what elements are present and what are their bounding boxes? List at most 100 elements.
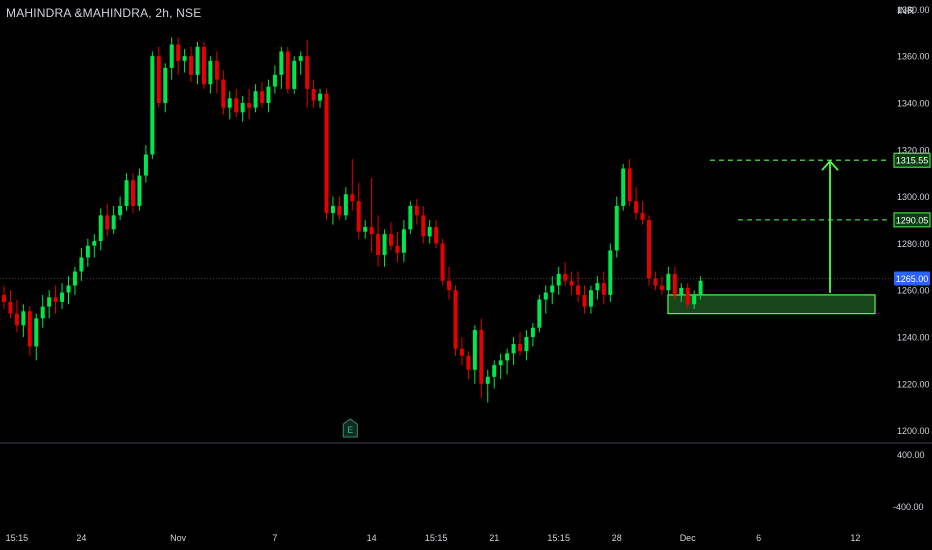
candle-body[interactable] — [389, 234, 393, 246]
candle-body[interactable] — [414, 205, 419, 216]
candle-body[interactable] — [176, 44, 181, 61]
candle-body[interactable] — [143, 154, 148, 176]
candle-body[interactable] — [672, 273, 677, 295]
candle-body[interactable] — [330, 205, 335, 213]
candle-body[interactable] — [27, 311, 32, 347]
candle-body[interactable] — [195, 46, 200, 75]
candle-body[interactable] — [53, 297, 58, 302]
candle-body[interactable] — [285, 51, 290, 89]
candle-body[interactable] — [305, 56, 310, 89]
candle-body[interactable] — [569, 280, 574, 286]
candle-body[interactable] — [137, 175, 142, 206]
candle-body[interactable] — [350, 194, 355, 202]
candle-body[interactable] — [466, 355, 471, 370]
candle-body[interactable] — [621, 168, 626, 206]
candle-body[interactable] — [447, 280, 452, 291]
candle-body[interactable] — [247, 102, 252, 108]
candle-body[interactable] — [395, 245, 400, 253]
candle-body[interactable] — [666, 273, 671, 291]
candle-body[interactable] — [530, 327, 535, 338]
candle-body[interactable] — [369, 227, 374, 235]
candle-body[interactable] — [34, 318, 39, 347]
candle-body[interactable] — [640, 212, 645, 220]
symbol-title[interactable]: MAHINDRA &MAHINDRA, 2h, NSE — [6, 6, 202, 20]
candle-body[interactable] — [240, 102, 245, 113]
candle-body[interactable] — [208, 60, 213, 85]
candle-body[interactable] — [537, 299, 542, 328]
candle-body[interactable] — [401, 229, 406, 253]
candle-body[interactable] — [214, 60, 219, 80]
candle-body[interactable] — [253, 91, 258, 108]
candle-body[interactable] — [169, 44, 174, 68]
candle-body[interactable] — [492, 365, 497, 377]
candle-body[interactable] — [647, 220, 651, 279]
candle-body[interactable] — [324, 93, 329, 213]
candle-body[interactable] — [511, 344, 516, 354]
candle-body[interactable] — [279, 51, 284, 75]
candle-body[interactable] — [472, 330, 477, 370]
candle-body[interactable] — [111, 215, 116, 230]
candle-body[interactable] — [634, 201, 639, 213]
candle-body[interactable] — [124, 180, 129, 206]
candle-body[interactable] — [595, 283, 600, 291]
candle-body[interactable] — [692, 294, 697, 305]
candle-body[interactable] — [343, 194, 348, 216]
candle-body[interactable] — [601, 283, 606, 295]
candle-body[interactable] — [659, 285, 664, 291]
candle-body[interactable] — [543, 292, 548, 300]
candle-body[interactable] — [498, 360, 503, 366]
candle-body[interactable] — [189, 56, 194, 75]
candle-body[interactable] — [582, 294, 587, 307]
candle-body[interactable] — [221, 79, 226, 108]
candle-body[interactable] — [150, 56, 155, 155]
candle-body[interactable] — [459, 348, 464, 356]
candle-body[interactable] — [92, 241, 97, 246]
candle-body[interactable] — [47, 297, 52, 307]
candle-body[interactable] — [382, 234, 387, 256]
candle-body[interactable] — [14, 313, 19, 326]
candle-body[interactable] — [79, 257, 84, 272]
candle-body[interactable] — [156, 56, 161, 103]
candle-body[interactable] — [227, 98, 232, 108]
candle-body[interactable] — [8, 301, 13, 314]
candle-body[interactable] — [266, 86, 271, 103]
candle-body[interactable] — [72, 271, 77, 286]
candle-body[interactable] — [105, 215, 110, 230]
candle-body[interactable] — [440, 243, 445, 281]
candle-body[interactable] — [408, 205, 413, 230]
candle-body[interactable] — [588, 290, 593, 307]
candle-body[interactable] — [608, 250, 613, 295]
candle-body[interactable] — [98, 215, 103, 242]
candle-body[interactable] — [653, 278, 658, 286]
candle-body[interactable] — [434, 227, 439, 244]
candle-body[interactable] — [2, 294, 6, 302]
candle-body[interactable] — [614, 205, 619, 251]
candle-body[interactable] — [163, 67, 168, 103]
candle-body[interactable] — [550, 285, 555, 293]
candle-body[interactable] — [298, 56, 303, 61]
candle-body[interactable] — [60, 292, 65, 302]
candle-body[interactable] — [685, 287, 690, 305]
candle-body[interactable] — [311, 88, 316, 101]
candle-body[interactable] — [698, 280, 703, 295]
candle-body[interactable] — [85, 245, 90, 258]
candle-body[interactable] — [563, 273, 568, 281]
candle-body[interactable] — [118, 205, 123, 216]
candle-body[interactable] — [376, 234, 381, 256]
candle-body[interactable] — [453, 290, 458, 349]
candle-body[interactable] — [421, 215, 426, 237]
earnings-marker[interactable] — [342, 418, 358, 438]
support-zone[interactable] — [667, 294, 876, 315]
candle-body[interactable] — [356, 201, 361, 232]
candle-body[interactable] — [427, 227, 432, 237]
candle-body[interactable] — [292, 60, 297, 89]
candle-body[interactable] — [556, 273, 561, 286]
candle-body[interactable] — [40, 306, 45, 319]
candle-body[interactable] — [524, 337, 529, 352]
candle-body[interactable] — [518, 344, 522, 352]
candle-body[interactable] — [182, 56, 187, 61]
candle-body[interactable] — [485, 376, 490, 384]
candle-body[interactable] — [234, 98, 239, 113]
